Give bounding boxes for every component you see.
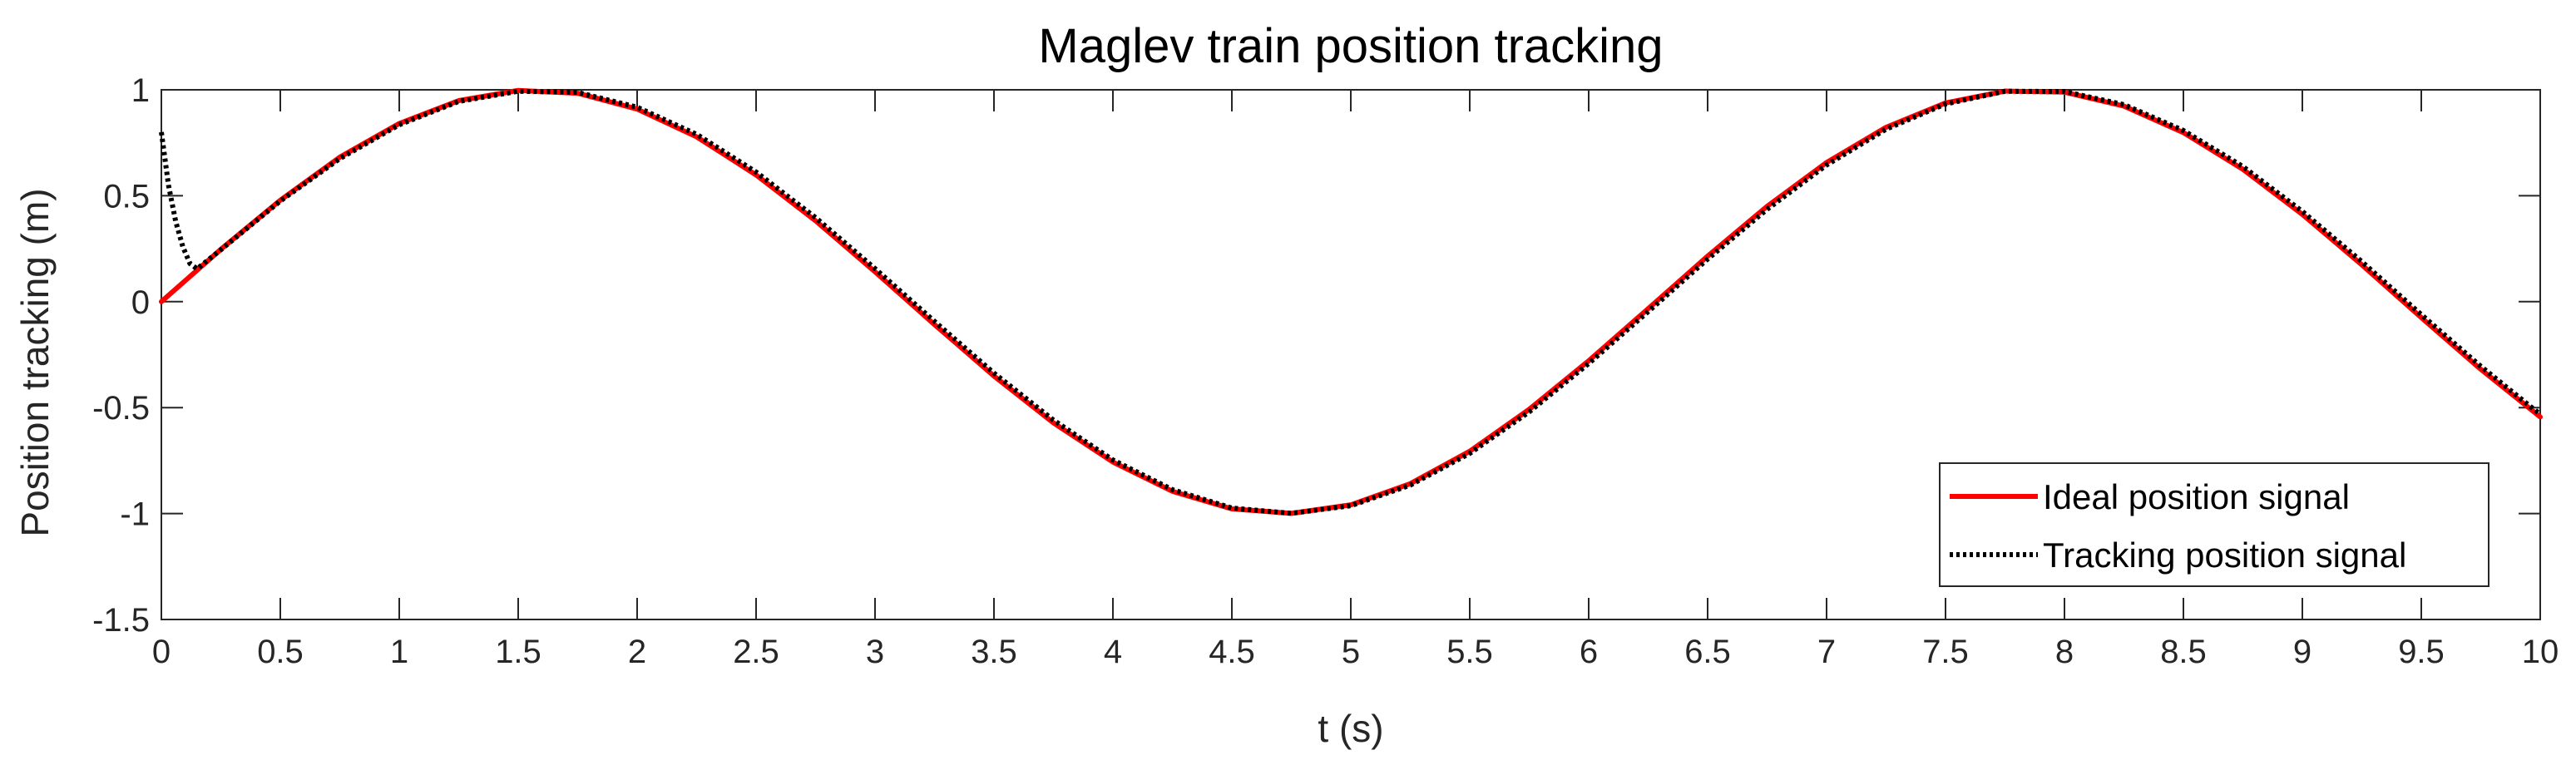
x-tick-label: 4: [1104, 634, 1122, 670]
x-tick-label: 3: [866, 634, 884, 670]
x-tick-label: 9: [2293, 634, 2311, 670]
x-tick-label: 2: [628, 634, 646, 670]
y-tick-label: -0.5: [92, 390, 150, 427]
x-tick-label: 0.5: [257, 634, 304, 670]
x-tick-label: 9.5: [2398, 634, 2445, 670]
legend-label-ideal: Ideal position signal: [2043, 477, 2350, 516]
x-tick-label: 6: [1580, 634, 1598, 670]
y-tick-label: -1.5: [92, 602, 150, 639]
plot-area: 0 0.5 1 1.5 2 2.5 3 3.5 4 4.5 5 5.5 6 6.5 7 7.5 8 8.5 9 9.5…: [92, 72, 2559, 670]
x-tick-label: 2.5: [733, 634, 779, 670]
tracking-position-line: [159, 88, 2542, 516]
x-tick-label: 5.5: [1446, 634, 1493, 670]
x-tick-label: 6.5: [1684, 634, 1731, 670]
legend-label-tracking: Tracking position signal: [2043, 536, 2406, 575]
x-tick-label: 5: [1342, 634, 1360, 670]
x-tick-label: 1.5: [495, 634, 541, 670]
legend-box: [1939, 462, 2489, 587]
x-tick-label: 3.5: [971, 634, 1017, 670]
x-tick-label: 1: [390, 634, 408, 670]
x-axis-label: t (s): [1318, 707, 1383, 750]
y-tick-label: 0.5: [103, 178, 150, 215]
ideal-position-line: [159, 87, 2543, 516]
x-tick-label: 4.5: [1209, 634, 1255, 670]
x-tick-label: 8: [2055, 634, 2074, 670]
x-tick-label: 7.5: [1922, 634, 1969, 670]
x-tick-label: 7: [1817, 634, 1836, 670]
x-tick-label: 10: [2522, 634, 2559, 670]
legend: Ideal position signal Tracking position s…: [1939, 462, 2489, 587]
y-tick-label: -1: [120, 496, 150, 533]
x-tick-label: 8.5: [2160, 634, 2207, 670]
chart-title: Maglev train position tracking: [1038, 19, 1663, 73]
y-axis-label: Position tracking (m): [13, 188, 57, 536]
x-tick-label: 0: [152, 634, 171, 670]
y-tick-label: 1: [131, 72, 150, 109]
y-tick-label: 0: [131, 284, 150, 321]
